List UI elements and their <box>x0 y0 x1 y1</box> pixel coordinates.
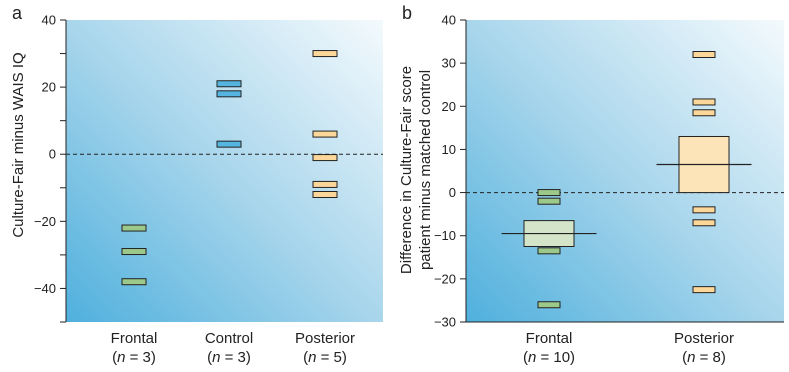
data-point <box>312 190 338 198</box>
y-tick-label: −40 <box>34 281 56 296</box>
y-tick-label: 20 <box>442 99 456 114</box>
y-tick-label: 40 <box>442 13 456 28</box>
panel-b-y-axis-title-line1: Difference in Culture-Fair score <box>398 66 415 274</box>
y-tick-label: 40 <box>42 13 56 28</box>
data-point <box>537 301 561 309</box>
data-point <box>312 130 338 138</box>
data-point <box>692 219 716 227</box>
y-tick-label: −20 <box>434 271 456 286</box>
data-point <box>312 50 338 58</box>
category-n-label: (n = 3) <box>112 349 156 366</box>
data-point <box>312 180 338 188</box>
data-point <box>216 80 242 88</box>
y-tick-label: −10 <box>434 228 456 243</box>
data-point <box>692 286 716 294</box>
y-tick-label: 20 <box>42 80 56 95</box>
y-tick-label: 0 <box>49 147 56 162</box>
y-tick-label: 0 <box>449 185 456 200</box>
category-label: Posterior <box>674 330 734 347</box>
y-tick-label: −30 <box>434 315 456 330</box>
panel-b-label: b <box>402 3 412 23</box>
data-point <box>121 224 147 232</box>
data-point <box>537 247 561 255</box>
panel-a: 40 20 0 −20 −40 Frontal (n = 3) Control (n = 3) P… <box>34 13 383 366</box>
panel-b-plot-area <box>466 20 784 322</box>
panel-a-y-axis-title: Culture-Fair minus WAIS IQ <box>10 52 27 237</box>
category-n-label: (n = 5) <box>303 349 347 366</box>
category-label: Posterior <box>295 330 355 347</box>
category-label: Frontal <box>526 330 573 347</box>
data-point <box>121 278 147 286</box>
data-point <box>692 109 716 117</box>
data-point <box>537 197 561 205</box>
data-point <box>692 206 716 214</box>
data-point <box>216 90 242 98</box>
data-point <box>312 154 338 162</box>
category-n-label: (n = 8) <box>682 349 726 366</box>
data-point <box>692 51 716 59</box>
panel-b: 40 30 20 10 0 −10 −20 −30 Frontal (n = 10) Posteri… <box>434 13 784 366</box>
data-point <box>692 98 716 106</box>
panel-a-plot-area <box>66 20 383 322</box>
category-n-label: (n = 10) <box>523 349 575 366</box>
category-label: Control <box>205 330 253 347</box>
data-point <box>216 140 242 148</box>
category-label: Frontal <box>111 330 158 347</box>
y-tick-label: −20 <box>34 214 56 229</box>
data-point <box>537 189 561 197</box>
data-point <box>121 248 147 256</box>
panel-a-label: a <box>12 3 23 23</box>
y-tick-label: 30 <box>442 56 456 71</box>
panel-b-y-axis-title-line2: patient minus matched control <box>417 70 434 270</box>
category-n-label: (n = 3) <box>207 349 251 366</box>
y-tick-label: 10 <box>442 142 456 157</box>
